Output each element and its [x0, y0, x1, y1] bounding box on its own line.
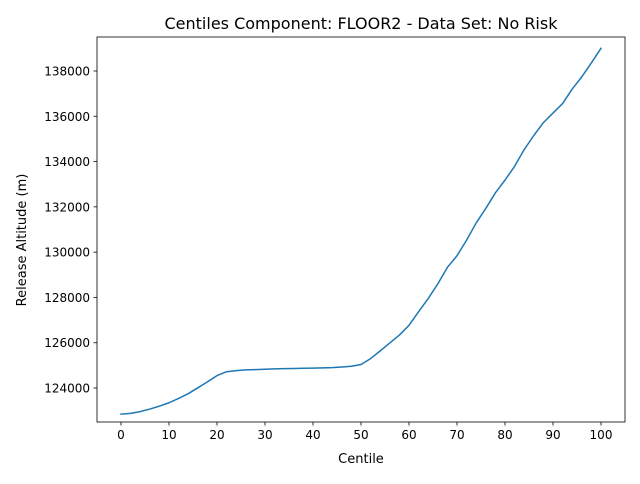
y-tick-label: 128000 — [44, 291, 90, 305]
y-axis-label: Release Altitude (m) — [15, 174, 30, 307]
x-tick-label: 90 — [545, 428, 560, 442]
series-line-0 — [120, 47, 603, 415]
x-tick-label: 30 — [257, 428, 272, 442]
y-tick-label: 136000 — [44, 110, 90, 124]
y-tick-label: 138000 — [44, 64, 90, 78]
x-axis-label: Centile — [338, 452, 384, 467]
x-tick-label: 10 — [161, 428, 176, 442]
x-tick-label: 80 — [497, 428, 512, 442]
y-tick-label: 126000 — [44, 336, 90, 350]
x-tick-label: 60 — [401, 428, 416, 442]
x-tick-label: 100 — [590, 428, 613, 442]
x-tick-label: 40 — [305, 428, 320, 442]
y-tick-label: 124000 — [44, 382, 90, 396]
x-tick-label: 70 — [449, 428, 464, 442]
x-tick-label: 0 — [117, 428, 125, 442]
y-tick-label: 132000 — [44, 200, 90, 214]
x-tick-label: 50 — [353, 428, 368, 442]
plot-area: 0 10 20 30 40 50 60 70 80 90 100 124000 126000 128000… — [44, 36, 626, 442]
y-tick-label: 134000 — [44, 155, 90, 169]
chart-title: Centiles Component: FLOOR2 - Data Set: N… — [165, 14, 559, 33]
y-tick-label: 130000 — [44, 246, 90, 260]
x-tick-label: 20 — [209, 428, 224, 442]
